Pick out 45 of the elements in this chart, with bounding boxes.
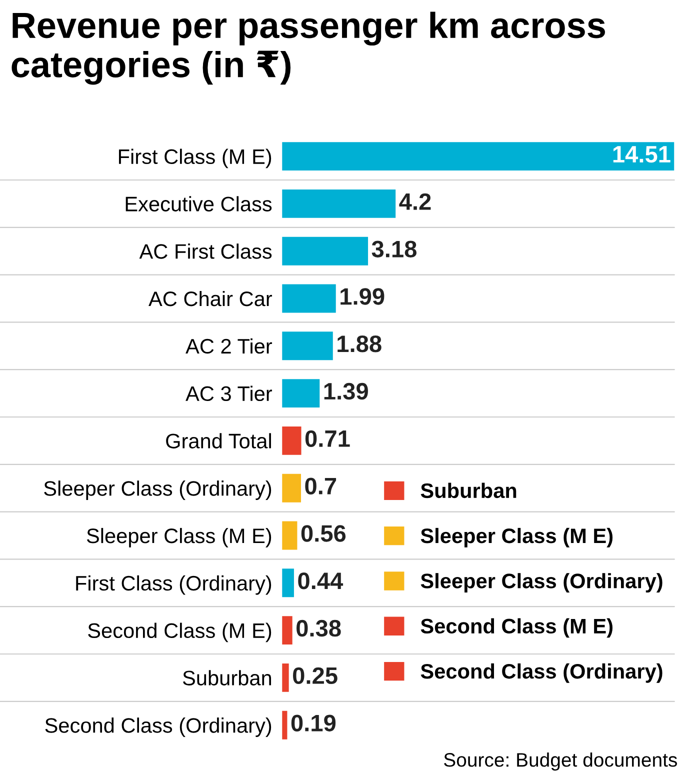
bar [282, 426, 302, 455]
legend-label: Second Class (Ordinary) [420, 663, 662, 683]
data-label: 0.56 [301, 525, 346, 542]
legend-label: Sleeper Class (Ordinary) [420, 573, 662, 593]
y-tick-label: AC Chair Car [148, 290, 272, 306]
y-tick-label: AC 2 Tier [186, 338, 272, 354]
bar [282, 332, 333, 360]
bar [282, 521, 298, 550]
y-tick-label: First Class (Ordinary) [76, 575, 272, 595]
source-note: Source: Budget documents [444, 752, 677, 771]
y-tick-label: AC First Class [139, 244, 272, 259]
data-label: 1.99 [340, 288, 384, 305]
y-tick-label: Sleeper Class (Ordinary) [44, 480, 272, 500]
data-label: 0.19 [291, 714, 336, 732]
y-tick-label: Grand Total [166, 433, 271, 448]
bar [282, 474, 301, 502]
bar [282, 189, 396, 218]
legend-label: Suburban [420, 482, 516, 498]
legend-label: Second Class (M E) [420, 618, 612, 638]
data-label: 0.38 [296, 620, 341, 637]
y-tick-label: Sleeper Class (M E) [86, 528, 272, 548]
y-tick-label: Second Class (Ordinary) [45, 718, 272, 737]
data-label: 4.2 [399, 193, 431, 210]
y-tick-label: Second Class (M E) [88, 622, 272, 642]
data-label: 0.7 [305, 478, 336, 494]
bar [282, 142, 674, 171]
bar [282, 236, 368, 266]
bar [282, 568, 294, 598]
y-tick-label: Executive Class [126, 196, 272, 212]
bar [282, 284, 336, 313]
data-label: 3.18 [372, 240, 416, 258]
chart-title: Revenue per passenger km across categories (in ₹) [12, 12, 605, 85]
y-tick-label: Suburban [182, 670, 272, 686]
legend-label: Sleeper Class (M E) [420, 528, 613, 548]
y-tick-label: First Class (M E) [118, 148, 272, 168]
y-tick-label: AC 3 Tier [186, 386, 272, 402]
data-label: 1.39 [324, 382, 368, 400]
data-label: 0.44 [298, 572, 344, 590]
data-label: 0.25 [293, 667, 338, 684]
bar [282, 663, 289, 692]
bar [282, 616, 292, 645]
data-label: 1.88 [338, 336, 382, 352]
data-label: 14.51 [613, 146, 670, 163]
data-label: 0.71 [305, 430, 350, 448]
bar [282, 379, 320, 408]
